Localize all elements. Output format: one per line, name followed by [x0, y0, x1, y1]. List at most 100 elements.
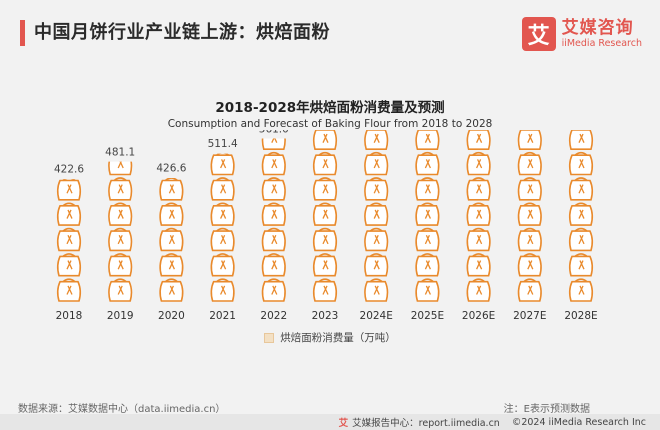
- flour-sack-icon: [517, 151, 542, 176]
- x-tick-label: 2022: [260, 310, 287, 322]
- flour-sack-icon: [517, 177, 542, 201]
- flour-sack-icon: [517, 130, 542, 150]
- brand-name-cn: 艾媒咨询: [561, 18, 634, 38]
- brand-logo-icon: 艾: [521, 17, 556, 51]
- data-source: 数据来源：艾媒数据中心（data.iimedia.cn）: [18, 404, 226, 415]
- page-title: 中国月饼行业产业链上游：烘焙面粉: [34, 22, 330, 43]
- x-tick-label: 2023: [312, 310, 339, 322]
- brand-logo-block: 艾 艾媒咨询 iiMedia Research: [521, 14, 642, 54]
- flour-sack-icon: [159, 202, 184, 226]
- flour-sack-icon: [364, 177, 389, 201]
- flour-sack-icon: [159, 178, 184, 201]
- flour-sack-icon: [517, 278, 542, 302]
- flour-sack-icon: [56, 227, 82, 252]
- flour-sack-icon: [466, 227, 491, 252]
- x-tick-label: 2026E: [462, 310, 495, 322]
- flour-sack-icon: [210, 227, 235, 252]
- flour-sack-icon: [466, 177, 491, 201]
- bar-value-label: 481.1: [105, 147, 135, 159]
- x-tick-label: 2021: [209, 310, 236, 322]
- x-tick-label: 2024E: [360, 310, 393, 322]
- chart-subtitle: Consumption and Forecast of Baking Flour…: [167, 118, 493, 130]
- flour-sack-icon: [108, 253, 133, 277]
- flour-sack-icon: [261, 202, 286, 226]
- flour-sack-icon: [415, 227, 440, 252]
- flour-sack-icon: [466, 151, 491, 176]
- x-tick-label: 2028E: [564, 310, 597, 322]
- flour-sack-icon: [415, 278, 440, 302]
- flour-sack-icon: [466, 202, 491, 226]
- flour-sack-icon: [108, 161, 133, 176]
- flour-sack-icon: [210, 202, 235, 226]
- flour-sack-icon: [261, 253, 286, 277]
- flour-sack-icon: [312, 227, 338, 252]
- footer-bar: 艾 艾媒报告中心：report.iimedia.cn ©2024 iiMedia…: [0, 414, 660, 430]
- bar-value-label: 422.6: [54, 164, 84, 176]
- x-tick-label: 2025E: [411, 310, 444, 322]
- flour-sack-icon: [568, 151, 594, 176]
- flour-sack-icon: [466, 130, 491, 150]
- flour-sack-icon: [108, 227, 133, 252]
- flour-sack-icon: [56, 202, 82, 226]
- flour-sack-icon: [568, 202, 594, 226]
- flour-sack-icon: [364, 227, 389, 252]
- flour-sack-icon: [466, 278, 491, 302]
- flour-sack-icon: [517, 227, 542, 252]
- bar-value-label: 511.4: [208, 138, 238, 150]
- flour-sack-icon: [210, 253, 235, 277]
- flour-sack-icon: [415, 151, 440, 176]
- flour-sack-icon: [568, 177, 594, 201]
- flour-sack-icon: [159, 227, 184, 252]
- title-accent-bar: [20, 20, 25, 46]
- flour-sack-icon: [312, 177, 338, 201]
- x-tick-label: 2027E: [513, 310, 546, 322]
- flour-sack-icon: [312, 253, 338, 277]
- flour-sack-icon: [56, 253, 82, 277]
- flour-sack-icon: [312, 278, 338, 302]
- chart-title: 2018-2028年烘焙面粉消费量及预测: [215, 100, 445, 116]
- forecast-note: 注：E表示预测数据: [503, 404, 590, 415]
- flour-sack-icon: [210, 153, 235, 176]
- flour-sack-icon: [210, 278, 235, 302]
- legend-swatch: [264, 333, 275, 343]
- footer-copyright: ©2024 iiMedia Research Inc: [511, 416, 646, 428]
- flour-sack-icon: [415, 253, 440, 277]
- flour-sack-icon: [261, 151, 286, 176]
- flour-sack-icon: [466, 253, 491, 277]
- flour-sack-icon: [364, 253, 389, 277]
- flour-sack-icon: [517, 253, 542, 277]
- flour-sack-icon: [210, 177, 235, 201]
- flour-sack-icon: [261, 138, 286, 150]
- x-tick-label: 2020: [158, 310, 185, 322]
- flour-sack-icon: [261, 278, 286, 302]
- flour-sack-icon: [159, 253, 184, 277]
- flour-sack-icon: [517, 202, 542, 226]
- footer-report-center: 艾媒报告中心：report.iimedia.cn: [352, 418, 500, 429]
- flour-sack-icon: [415, 177, 440, 201]
- flour-sack-icon: [415, 130, 440, 150]
- x-tick-label: 2019: [107, 310, 134, 322]
- flour-sack-icon: [108, 177, 133, 201]
- flour-sack-icon: [261, 227, 286, 252]
- flour-sack-icon: [261, 177, 286, 201]
- flour-sack-icon: [312, 130, 338, 150]
- flour-sack-icon: [159, 278, 184, 302]
- flour-sack-icon: [568, 278, 594, 302]
- bar-value-label: 426.6: [156, 162, 186, 174]
- flour-sack-icon: [312, 151, 338, 176]
- flour-sack-icon: [56, 278, 82, 302]
- pictogram-bar-chart: 422.6 2018 481.1 2019 426.6 2020 511.4 2021 561.…: [54, 130, 598, 322]
- flour-sack-icon: [364, 151, 389, 176]
- legend-label: 烘焙面粉消费量（万吨）: [280, 332, 396, 344]
- x-tick-label: 2018: [56, 310, 83, 322]
- flour-sack-icon: [415, 202, 440, 226]
- bar-value-label: 561.0: [259, 130, 289, 136]
- flour-sack-icon: [108, 202, 133, 226]
- chart-legend: 烘焙面粉消费量（万吨）: [0, 330, 660, 345]
- flour-sack-icon: [364, 130, 389, 150]
- brand-name-en: iiMedia Research: [561, 38, 642, 49]
- flour-sack-icon: [312, 202, 338, 226]
- flour-sack-icon: [364, 202, 389, 226]
- flour-sack-icon: [568, 130, 594, 150]
- flour-sack-icon: [568, 227, 594, 252]
